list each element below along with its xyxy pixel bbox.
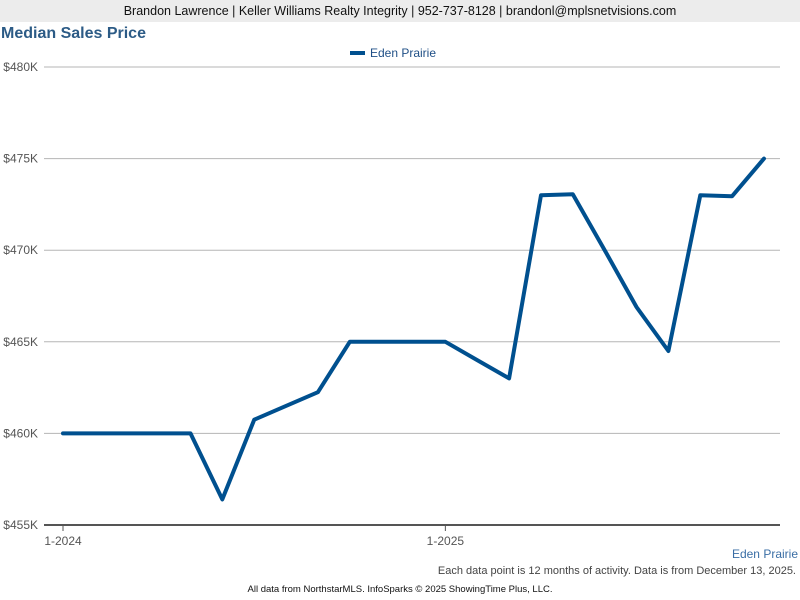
data-source: All data from NorthstarMLS. InfoSparks ©… <box>247 584 553 595</box>
legend-label: Eden Prairie <box>369 46 437 60</box>
data-point <box>635 305 639 309</box>
data-point <box>730 194 734 198</box>
data-point <box>698 193 702 197</box>
agent-info-bar: Brandon Lawrence | Keller Williams Realt… <box>0 0 800 22</box>
data-point <box>475 358 479 362</box>
x-tick-label: 1-2025 <box>427 534 465 548</box>
y-tick-label: $460K <box>3 426 38 440</box>
y-tick-label: $465K <box>3 335 38 349</box>
data-point <box>220 497 224 501</box>
data-point <box>284 404 288 408</box>
data-point <box>762 157 766 161</box>
data-point <box>157 431 161 435</box>
data-point <box>571 192 575 196</box>
data-point <box>125 431 129 435</box>
data-point <box>666 349 670 353</box>
data-point <box>507 376 511 380</box>
chart-legend: Eden Prairie <box>0 46 800 60</box>
data-point <box>252 418 256 422</box>
footnote: Each data point is 12 months of activity… <box>437 565 796 577</box>
data-point <box>412 340 416 344</box>
area-label: Eden Prairie <box>731 547 798 561</box>
chart-title: Median Sales Price <box>1 25 146 42</box>
data-point <box>188 431 192 435</box>
x-tick-label: 1-2024 <box>44 534 82 548</box>
data-point <box>316 390 320 394</box>
y-tick-label: $475K <box>3 152 38 166</box>
agent-info-text: Brandon Lawrence | Keller Williams Realt… <box>123 4 677 18</box>
series-line-eden-prairie <box>61 156 766 502</box>
legend-swatch <box>349 51 365 55</box>
y-tick-label: $470K <box>3 243 38 257</box>
y-tick-label: $480K <box>3 60 38 74</box>
data-point <box>93 431 97 435</box>
data-point <box>539 193 543 197</box>
data-point <box>603 248 607 252</box>
data-point <box>348 340 352 344</box>
y-tick-label: $455K <box>3 518 38 532</box>
data-point <box>443 340 447 344</box>
data-point <box>61 431 65 435</box>
data-point <box>380 340 384 344</box>
